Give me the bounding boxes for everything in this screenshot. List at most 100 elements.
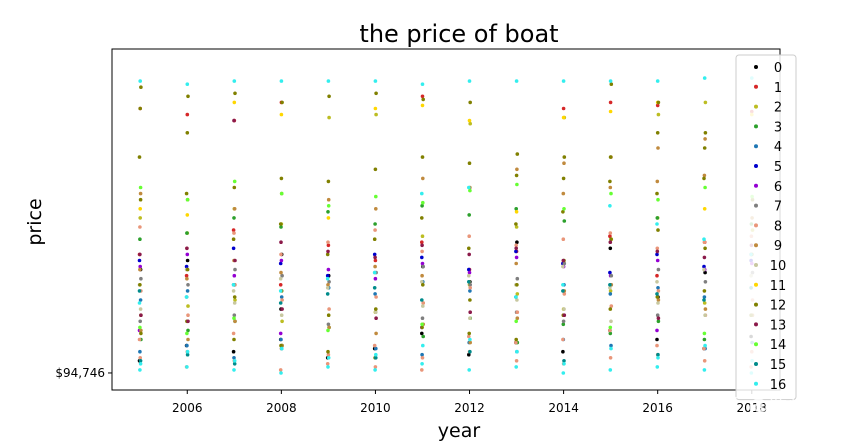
data-point [138, 191, 143, 196]
data-point [608, 283, 612, 287]
data-point [655, 328, 659, 333]
data-point [421, 176, 425, 181]
data-point [467, 79, 472, 83]
data-point [656, 316, 661, 321]
data-point [562, 292, 567, 296]
data-point [655, 79, 660, 83]
data-point [702, 76, 707, 80]
data-point [231, 331, 236, 336]
data-point [703, 307, 708, 311]
data-point [327, 94, 331, 99]
data-point [326, 313, 331, 318]
data-point [561, 191, 566, 196]
data-point [608, 204, 612, 208]
data-point [655, 222, 659, 226]
data-point [514, 337, 518, 342]
data-point [373, 79, 378, 83]
x-tick-label: 2010 [360, 401, 391, 415]
data-point [515, 152, 520, 156]
legend-entry: 0 [774, 61, 782, 76]
data-point [609, 273, 614, 278]
data-point [185, 276, 189, 281]
data-point [421, 264, 426, 269]
data-point [374, 316, 378, 321]
legend-entry: 7 [774, 200, 782, 215]
data-point [420, 298, 424, 302]
data-point [278, 261, 283, 266]
data-point [420, 155, 425, 159]
data-point [278, 222, 283, 226]
data-point [280, 298, 284, 302]
data-point [467, 334, 471, 339]
data-point [655, 280, 659, 284]
data-point [279, 112, 284, 117]
data-point [231, 228, 236, 232]
data-point [655, 131, 660, 135]
data-point [279, 240, 283, 244]
x-axis-ticks: 2006 2008 2010 2012 2014 2016 2018 [172, 390, 767, 415]
data-point [420, 325, 424, 330]
data-point [138, 362, 143, 366]
data-point [608, 270, 612, 275]
data-point [372, 286, 377, 290]
data-point [374, 356, 378, 360]
legend-entry: 14 [770, 338, 787, 353]
data-point [420, 82, 425, 86]
data-point [655, 103, 660, 108]
data-point [232, 216, 236, 220]
data-point [420, 273, 424, 278]
data-point [467, 118, 472, 123]
data-point [420, 280, 424, 284]
data-point [326, 240, 330, 244]
data-point [326, 322, 331, 327]
data-point [373, 264, 377, 269]
data-point [515, 310, 520, 315]
data-point [326, 210, 330, 214]
data-point [232, 295, 237, 299]
data-point [279, 191, 284, 196]
data-point [185, 258, 190, 263]
data-point [186, 304, 190, 308]
data-point [608, 286, 612, 290]
plot-area [111, 48, 781, 391]
data-point [561, 349, 565, 354]
data-point [420, 362, 424, 366]
y-axis-label: price [24, 198, 46, 245]
data-point [702, 298, 706, 302]
data-point [373, 222, 377, 226]
data-point [562, 362, 566, 366]
legend-entry: 10 [770, 259, 787, 274]
data-point [137, 337, 142, 342]
data-point [608, 331, 613, 336]
data-point [467, 273, 471, 278]
data-point [515, 349, 519, 354]
data-point [420, 103, 425, 108]
data-point [562, 307, 566, 311]
data-point [514, 225, 519, 229]
data-point [138, 225, 142, 229]
data-point [467, 352, 471, 357]
data-point [232, 207, 237, 211]
data-point [374, 295, 378, 299]
data-point [326, 267, 331, 272]
data-point [231, 237, 236, 241]
data-point [608, 234, 612, 238]
data-point [703, 246, 707, 251]
data-point [514, 243, 518, 248]
data-point [467, 270, 472, 275]
x-tick-label: 2018 [737, 401, 768, 415]
data-point [327, 115, 331, 120]
data-point [138, 319, 142, 324]
data-point [609, 304, 614, 308]
x-tick-label: 2008 [266, 401, 297, 415]
data-point [326, 179, 331, 184]
data-point [609, 346, 613, 351]
data-point [468, 289, 472, 293]
data-point [467, 185, 471, 190]
data-point [138, 79, 142, 83]
data-point [232, 359, 237, 363]
data-point [514, 210, 519, 214]
data-point [373, 276, 378, 281]
data-point [655, 273, 659, 278]
